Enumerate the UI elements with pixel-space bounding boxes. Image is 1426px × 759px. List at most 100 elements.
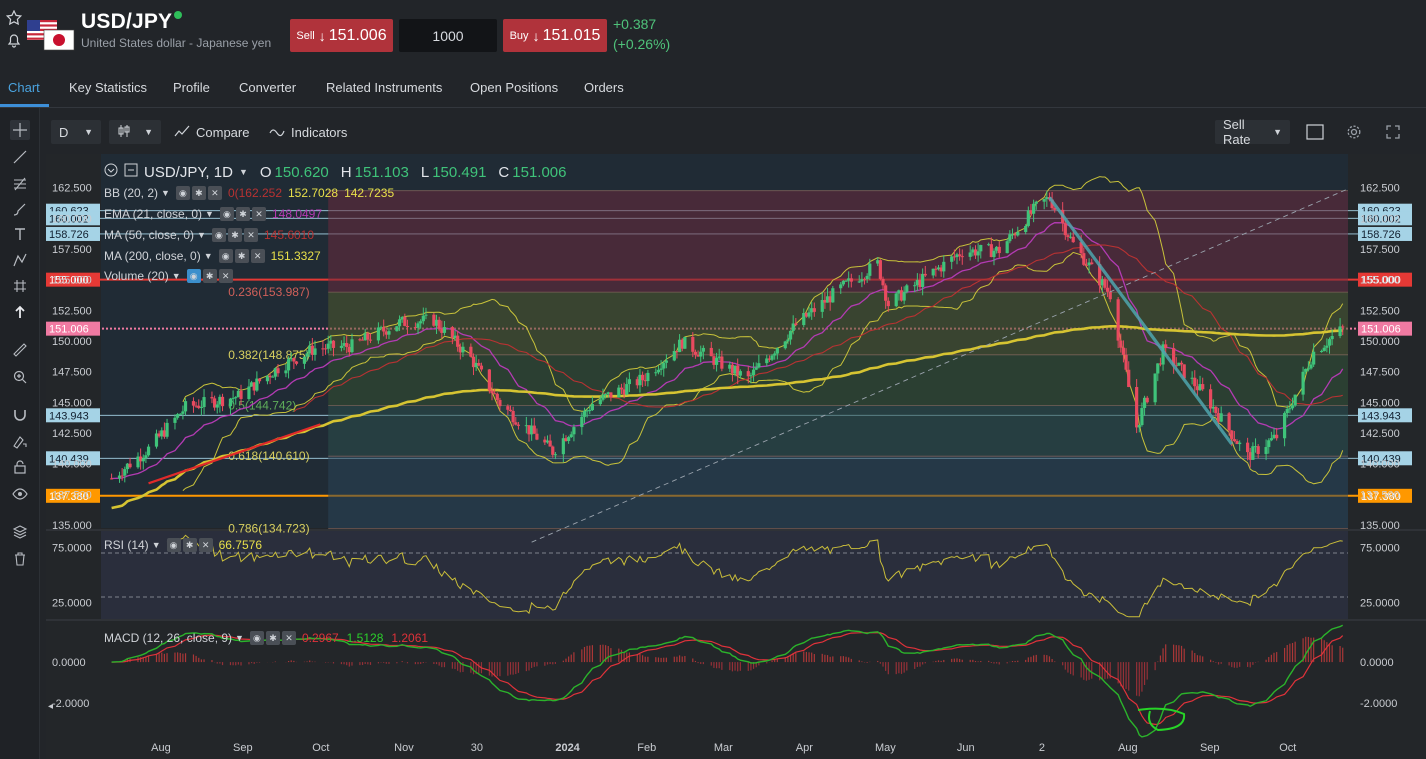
candle-body xyxy=(1288,408,1292,410)
chart-area[interactable]: 0.236(153.987) 0.382(148.875) 0.5(144.742)… xyxy=(46,154,1426,759)
candle-body xyxy=(1282,413,1287,439)
legend-macd[interactable]: MACD (12, 26, close, 9) ▼ ◉ ✱ ✕ 0.2967 1.51… xyxy=(104,631,428,645)
candle-body xyxy=(144,455,148,459)
chart-type-select[interactable]: ▼ xyxy=(109,120,161,144)
lock-drawings-icon[interactable] xyxy=(10,431,30,451)
eye-icon[interactable]: ◉ xyxy=(186,269,201,283)
legend-rsi[interactable]: RSI (14) ▼ ◉ ✱ ✕ 66.7576 xyxy=(104,538,262,552)
close-icon[interactable]: ✕ xyxy=(281,631,296,645)
price-type-value: Sell Rate xyxy=(1223,117,1251,147)
close-icon[interactable]: ✕ xyxy=(198,538,213,552)
eye-icon[interactable]: ◉ xyxy=(175,186,190,200)
gear-icon[interactable]: ✱ xyxy=(191,186,206,200)
green-circle-annotation xyxy=(1137,707,1186,732)
price-chart-canvas[interactable]: 0.236(153.987) 0.382(148.875) 0.5(144.742)… xyxy=(46,154,1426,759)
lock-icon[interactable] xyxy=(10,457,30,477)
close-icon[interactable]: ✕ xyxy=(250,249,265,263)
gear-icon[interactable]: ✱ xyxy=(227,228,242,242)
legend-ema[interactable]: EMA (21, close, 0) ▼ ◉ ✱ ✕ 148.0497 xyxy=(104,207,322,221)
rsi-controls[interactable]: ◉ ✱ ✕ xyxy=(166,538,213,552)
ruler-icon[interactable] xyxy=(10,340,30,360)
candle-body xyxy=(868,263,872,276)
ma200-controls[interactable]: ◉ ✱ ✕ xyxy=(218,249,265,263)
quantity-input[interactable]: 1000 xyxy=(399,19,497,52)
eye-icon[interactable]: ◉ xyxy=(249,631,264,645)
measure-icon[interactable] xyxy=(10,276,30,296)
candle-body xyxy=(1116,299,1120,341)
brush-icon[interactable] xyxy=(10,199,30,219)
eye-icon[interactable]: ◉ xyxy=(218,249,233,263)
price-type-select[interactable]: Sell Rate ▼ xyxy=(1215,117,1290,147)
close-icon[interactable]: ✕ xyxy=(207,186,222,200)
layers-icon[interactable] xyxy=(10,522,30,542)
settings-gear-icon[interactable] xyxy=(1346,120,1362,144)
gear-icon[interactable]: ✱ xyxy=(234,249,249,263)
candle-body xyxy=(1246,442,1250,453)
hide-legend-icon[interactable] xyxy=(124,163,138,181)
pattern-icon[interactable] xyxy=(10,250,30,270)
eye-icon[interactable]: ◉ xyxy=(211,228,226,242)
eye-icon[interactable]: ◉ xyxy=(219,207,234,221)
star-icon[interactable] xyxy=(5,9,23,26)
gear-icon[interactable]: ✱ xyxy=(235,207,250,221)
arrow-up-icon[interactable] xyxy=(10,302,30,322)
eye-icon[interactable]: ◉ xyxy=(166,538,181,552)
chevron-down-icon[interactable]: ▼ xyxy=(238,167,248,177)
text-icon[interactable] xyxy=(10,224,30,244)
candle-body xyxy=(236,390,240,398)
gear-icon[interactable]: ✱ xyxy=(182,538,197,552)
fullscreen-icon[interactable] xyxy=(1386,120,1400,144)
trend-line-icon[interactable] xyxy=(10,147,30,167)
tab-key-statistics[interactable]: Key Statistics xyxy=(69,80,148,95)
tab-open-positions[interactable]: Open Positions xyxy=(470,80,559,95)
tab-profile[interactable]: Profile xyxy=(173,80,210,95)
ema-controls[interactable]: ◉ ✱ ✕ xyxy=(219,207,266,221)
legend-ma200[interactable]: MA (200, close, 0) ▼ ◉ ✱ ✕ 151.3327 xyxy=(104,249,321,263)
collapse-legend-icon[interactable] xyxy=(104,163,118,181)
bb-controls[interactable]: ◉ ✱ ✕ xyxy=(175,186,222,200)
close-icon[interactable]: ✕ xyxy=(218,269,233,283)
close-icon[interactable]: ✕ xyxy=(243,228,258,242)
sell-button[interactable]: Sell ↓ 151.006 xyxy=(290,19,393,52)
price-badge-text: 137.380 xyxy=(1361,491,1401,503)
legend-bb[interactable]: BB (20, 2) ▼ ◉ ✱ ✕ 0(162.252 152.7028 142.7… xyxy=(104,186,394,200)
magnet-icon[interactable] xyxy=(10,405,30,425)
time-tick-label: Nov xyxy=(394,742,414,754)
gear-icon[interactable]: ✱ xyxy=(202,269,217,283)
ma200-label: MA (200, close, 0) xyxy=(104,249,201,263)
trash-icon[interactable] xyxy=(10,549,30,569)
crosshair-icon[interactable] xyxy=(10,120,30,140)
screenshot-icon[interactable] xyxy=(1306,120,1324,144)
buy-button[interactable]: Buy ↓ 151.015 xyxy=(503,19,607,52)
zoom-icon[interactable] xyxy=(10,367,30,387)
fib-label: 0.382(148.875) xyxy=(228,348,309,362)
legend-ma50[interactable]: MA (50, close, 0) ▼ ◉ ✱ ✕ 145.6010 xyxy=(104,228,314,242)
ma50-controls[interactable]: ◉ ✱ ✕ xyxy=(211,228,258,242)
tab-related-instruments[interactable]: Related Instruments xyxy=(326,80,443,95)
volume-controls[interactable]: ◉ ✱ ✕ xyxy=(186,269,233,283)
chevron-down-icon: ▼ xyxy=(144,127,153,137)
fib-icon[interactable] xyxy=(10,174,30,194)
tab-orders[interactable]: Orders xyxy=(584,80,624,95)
candle-body xyxy=(979,245,983,252)
tab-chart[interactable]: Chart xyxy=(8,80,40,95)
legend-volume[interactable]: Volume (20) ▼ ◉ ✱ ✕ xyxy=(104,269,239,283)
candle-body xyxy=(440,328,444,333)
compare-button[interactable]: Compare xyxy=(174,120,249,144)
tab-converter[interactable]: Converter xyxy=(239,80,297,95)
price-tick-label: 135.000 xyxy=(52,520,92,532)
indicators-button[interactable]: Indicators xyxy=(269,120,347,144)
candle-body xyxy=(350,339,354,353)
candle-body xyxy=(1071,236,1075,243)
close-icon[interactable]: ✕ xyxy=(251,207,266,221)
interval-select[interactable]: D ▼ xyxy=(51,120,101,144)
candle-body xyxy=(973,249,978,256)
gear-icon[interactable]: ✱ xyxy=(265,631,280,645)
macd-controls[interactable]: ◉ ✱ ✕ xyxy=(249,631,296,645)
macd-tick-label: -2.0000 xyxy=(52,698,89,710)
macd-tick-label: 0.0000 xyxy=(1360,657,1394,669)
alert-bell-icon[interactable] xyxy=(6,32,22,48)
price-change: +0.387 (+0.26%) xyxy=(613,14,670,54)
eye-icon[interactable] xyxy=(10,484,30,504)
candle-body xyxy=(791,323,795,331)
